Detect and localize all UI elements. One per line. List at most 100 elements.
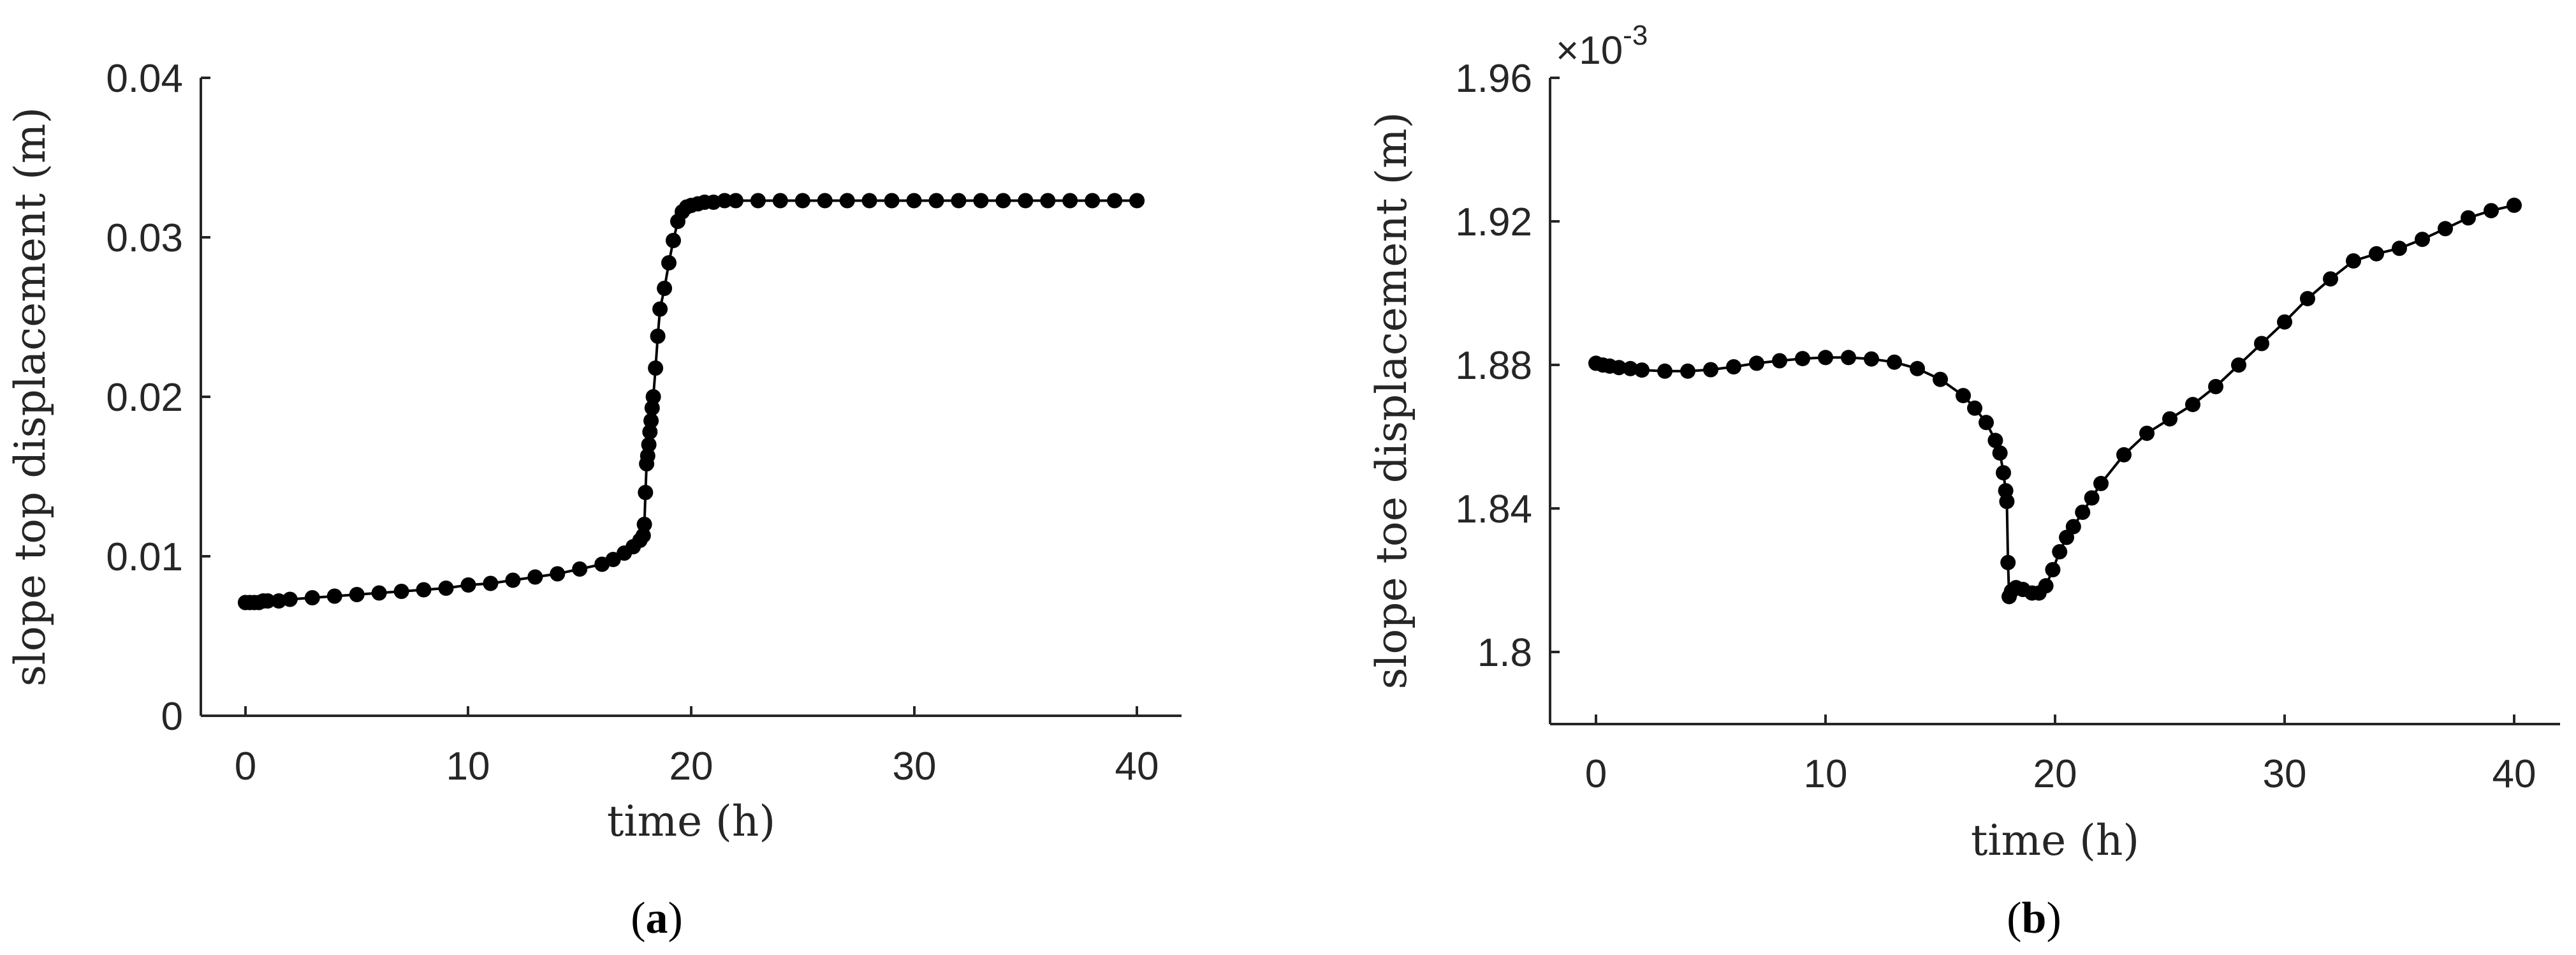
data-point <box>2185 397 2200 413</box>
x-axis-title: time (h) <box>607 797 775 846</box>
data-point <box>1611 360 1627 376</box>
y-tick-label: 0.04 <box>106 57 183 101</box>
data-point <box>1129 193 1145 209</box>
data-point <box>973 193 989 209</box>
data-point <box>1703 362 1718 378</box>
data-point <box>2075 505 2091 520</box>
data-point <box>1996 465 2011 481</box>
data-point <box>641 437 657 452</box>
x-tick-label: 40 <box>2492 752 2536 796</box>
data-point <box>2461 210 2476 226</box>
data-point <box>2162 411 2177 427</box>
data-point <box>728 193 743 209</box>
data-point <box>640 448 655 464</box>
data-point <box>1795 351 1810 367</box>
data-point <box>1956 388 1971 404</box>
data-point <box>2415 232 2430 248</box>
data-point <box>1910 360 1925 376</box>
data-point <box>605 552 621 567</box>
y-axis-title: slope top displacement (m) <box>6 107 55 686</box>
x-tick-label: 0 <box>1585 752 1607 796</box>
data-point <box>717 193 733 209</box>
data-point <box>657 281 673 296</box>
y-tick-label: 1.96 <box>1455 57 1532 101</box>
data-point <box>1967 400 1982 416</box>
data-point <box>1772 353 1787 369</box>
plot-area-a <box>237 193 1145 611</box>
data-point <box>650 329 666 344</box>
data-point <box>2277 314 2292 330</box>
data-point <box>772 193 788 209</box>
y-axis-exponent: ×10-3 <box>1556 20 1648 73</box>
y-tick-label: 1.84 <box>1455 487 1532 531</box>
data-point <box>483 575 499 591</box>
data-point <box>2254 336 2269 352</box>
data-point <box>2084 490 2100 506</box>
y-tick-label: 1.92 <box>1455 200 1532 244</box>
data-point <box>505 572 521 588</box>
data-point <box>2208 379 2223 394</box>
data-point <box>2000 554 2016 570</box>
data-point <box>304 590 320 605</box>
data-point <box>666 233 681 248</box>
data-point <box>642 424 658 440</box>
x-tick-label: 0 <box>235 744 256 788</box>
x-ticks: 0 10 20 30 40 <box>1585 714 2536 796</box>
data-point <box>260 593 275 609</box>
panel-label-a: (a) <box>631 894 683 943</box>
series-line <box>1595 204 2515 597</box>
data-point <box>1107 193 1123 209</box>
data-point <box>1987 433 2003 448</box>
data-point <box>2323 271 2338 287</box>
data-point <box>572 561 588 577</box>
data-point <box>2065 519 2081 535</box>
y-tick-label: 1.8 <box>1477 631 1532 675</box>
y-tick-label: 1.88 <box>1455 344 1532 388</box>
data-point <box>1979 415 1994 431</box>
x-tick-label: 40 <box>1115 744 1159 788</box>
data-point <box>951 193 967 209</box>
x-tick-label: 10 <box>446 744 490 788</box>
data-point <box>2484 203 2499 219</box>
y-tick-label: 0.01 <box>106 535 183 579</box>
data-point <box>1726 359 1741 374</box>
data-point <box>527 569 543 585</box>
data-point <box>282 591 298 607</box>
data-point <box>1749 355 1764 371</box>
x-tick-label: 30 <box>893 744 937 788</box>
data-point <box>1085 193 1101 209</box>
data-point <box>995 193 1011 209</box>
data-point <box>1680 363 1695 379</box>
chart-panel-b: 0 10 20 30 40 1.8 1.84 1.88 1.92 1.96 ×1… <box>1367 20 2560 943</box>
data-point <box>2231 357 2246 373</box>
x-tick-label: 30 <box>2263 752 2307 796</box>
data-point <box>2438 221 2453 237</box>
data-point <box>817 193 833 209</box>
data-point <box>750 193 766 209</box>
x-ticks: 0 10 20 30 40 <box>235 706 1159 788</box>
x-axis-title: time (h) <box>1971 816 2139 865</box>
panel-label-b: (b) <box>2007 894 2061 943</box>
data-point <box>438 581 454 596</box>
data-point <box>638 485 654 500</box>
y-ticks: 1.8 1.84 1.88 1.92 1.96 <box>1455 57 1560 675</box>
data-point <box>928 193 944 209</box>
x-tick-label: 20 <box>670 744 714 788</box>
data-point <box>2093 475 2109 491</box>
x-tick-label: 10 <box>1804 752 1848 796</box>
chart-panel-a: 0 10 20 30 40 0 0.01 0.02 0.03 0.04 time… <box>6 57 1182 943</box>
data-point <box>1818 350 1833 366</box>
data-point <box>1887 354 1902 370</box>
data-point <box>2369 246 2384 262</box>
data-point <box>2116 447 2132 463</box>
data-point <box>371 585 387 601</box>
data-point <box>1992 445 2008 461</box>
data-point <box>644 400 660 416</box>
x-tick-label: 20 <box>2033 752 2077 796</box>
data-point <box>550 566 566 582</box>
y-tick-label: 0.03 <box>106 216 183 260</box>
data-point <box>460 577 476 593</box>
y-ticks: 0 0.01 0.02 0.03 0.04 <box>106 57 210 739</box>
data-point <box>2346 253 2361 269</box>
